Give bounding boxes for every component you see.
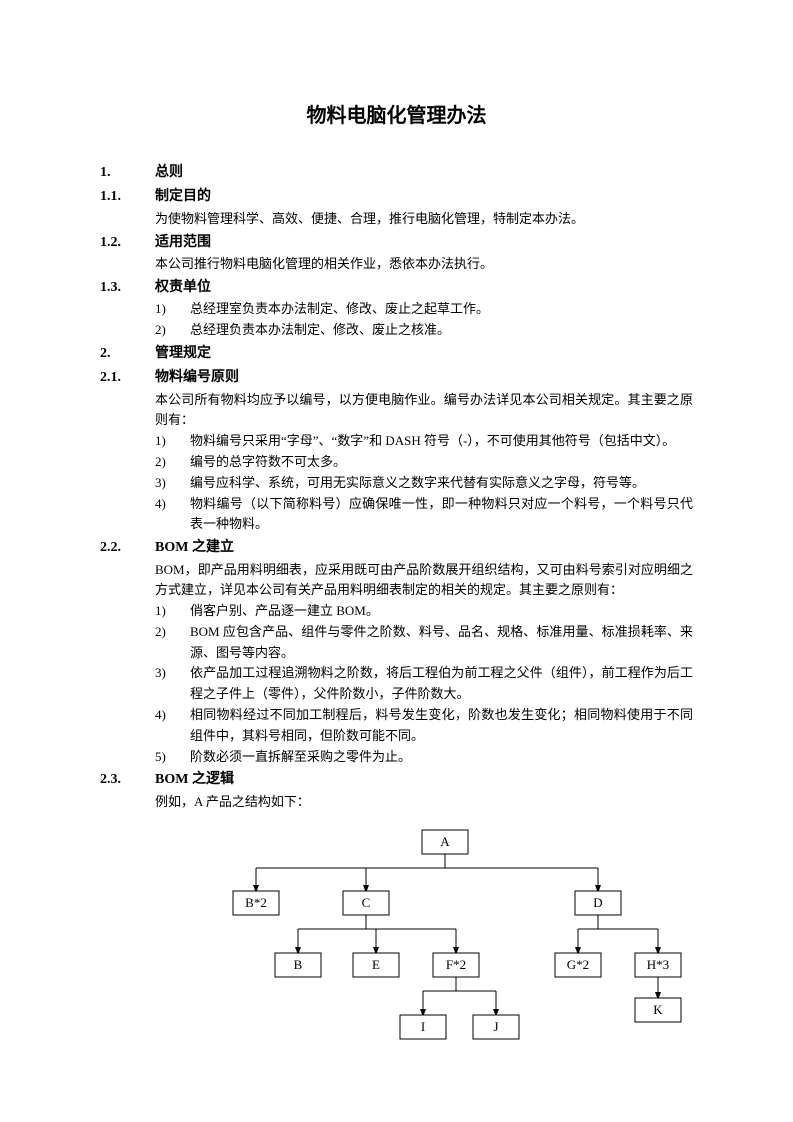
body-text: 为使物料管理科学、高效、便捷、合理，推行电脑化管理，特制定本办法。 bbox=[155, 209, 693, 230]
list-item-number: 1) bbox=[155, 431, 190, 452]
list-item-number: 1) bbox=[155, 601, 190, 622]
list-2-2: 1)俏客户别、产品逐一建立 BOM。2)BOM 应包含产品、组件与零件之阶数、料… bbox=[100, 601, 693, 767]
list-item-number: 2) bbox=[155, 622, 190, 664]
list-item-number: 4) bbox=[155, 705, 190, 747]
section-2-3: 2.3. BOM 之逻辑 bbox=[100, 769, 693, 791]
list-item: 2)BOM 应包含产品、组件与零件之阶数、料号、品名、规格、标准用量、标准损耗率… bbox=[155, 622, 693, 664]
list-item-text: 物料编号只采用“字母”、“数字”和 DASH 符号（-），不可使用其他符号（包括… bbox=[190, 431, 693, 452]
list-item: 1)总经理室负责本办法制定、修改、废止之起草工作。 bbox=[155, 299, 693, 320]
list-item: 4)相同物料经过不同加工制程后，料号发生变化，阶数也发生变化；相同物料使用于不同… bbox=[155, 705, 693, 747]
list-item-number: 3) bbox=[155, 473, 190, 494]
section-number: 2.3. bbox=[100, 769, 155, 791]
list-item-text: BOM 应包含产品、组件与零件之阶数、料号、品名、规格、标准用量、标准损耗率、来… bbox=[190, 622, 693, 664]
tree-node-label: C bbox=[362, 895, 371, 910]
list-item-text: 物料编号（以下简称料号）应确保唯一性，即一种物料只对应一个料号，一个料号只代表一… bbox=[190, 494, 693, 536]
body-text: 本公司所有物料均应予以编号，以方便电脑作业。编号办法详见本公司相关规定。其主要之… bbox=[155, 390, 693, 432]
section-number: 1.3. bbox=[100, 277, 155, 299]
section-1-1: 1.1. 制定目的 bbox=[100, 186, 693, 208]
tree-node-label: B bbox=[294, 957, 303, 972]
section-heading: BOM 之逻辑 bbox=[155, 769, 693, 791]
list-item: 4)物料编号（以下简称料号）应确保唯一性，即一种物料只对应一个料号，一个料号只代… bbox=[155, 494, 693, 536]
list-item-number: 3) bbox=[155, 663, 190, 705]
list-item: 3)编号应科学、系统，可用无实际意义之数字来代替有实际意义之字母，符号等。 bbox=[155, 473, 693, 494]
tree-node-label: J bbox=[493, 1019, 498, 1034]
section-number: 2. bbox=[100, 343, 155, 365]
list-item-number: 5) bbox=[155, 747, 190, 768]
tree-node-label: E bbox=[372, 957, 380, 972]
list-item-number: 1) bbox=[155, 299, 190, 320]
list-item: 1)俏客户别、产品逐一建立 BOM。 bbox=[155, 601, 693, 622]
list-item-number: 2) bbox=[155, 320, 190, 341]
list-item-number: 2) bbox=[155, 452, 190, 473]
body-text: 例如，A 产品之结构如下： bbox=[155, 792, 693, 813]
list-item-text: 编号的总字符数不可太多。 bbox=[190, 452, 693, 473]
list-2-1: 1)物料编号只采用“字母”、“数字”和 DASH 符号（-），不可使用其他符号（… bbox=[100, 431, 693, 535]
tree-node-label: K bbox=[653, 1002, 663, 1017]
list-item: 5)阶数必须一直拆解至采购之零件为止。 bbox=[155, 747, 693, 768]
tree-node-label: B*2 bbox=[245, 895, 267, 910]
list-item: 1)物料编号只采用“字母”、“数字”和 DASH 符号（-），不可使用其他符号（… bbox=[155, 431, 693, 452]
list-item-text: 总经理负责本办法制定、修改、废止之核准。 bbox=[190, 320, 693, 341]
section-2-2: 2.2. BOM 之建立 bbox=[100, 537, 693, 559]
tree-node-label: I bbox=[421, 1019, 425, 1034]
bom-tree-diagram: A B*2 C D B E F*2 G*2 H*3 I J K bbox=[155, 818, 693, 1053]
tree-node-label: H*3 bbox=[647, 957, 669, 972]
section-heading: 适用范围 bbox=[155, 232, 693, 254]
section-number: 2.2. bbox=[100, 537, 155, 559]
section-number: 2.1. bbox=[100, 367, 155, 389]
section-2-1: 2.1. 物料编号原则 bbox=[100, 367, 693, 389]
list-item-text: 俏客户别、产品逐一建立 BOM。 bbox=[190, 601, 693, 622]
list-item: 2)总经理负责本办法制定、修改、废止之核准。 bbox=[155, 320, 693, 341]
list-item-text: 阶数必须一直拆解至采购之零件为止。 bbox=[190, 747, 693, 768]
tree-node-label: D bbox=[593, 895, 602, 910]
section-1-2: 1.2. 适用范围 bbox=[100, 232, 693, 254]
body-text: 本公司推行物料电脑化管理的相关作业，悉依本办法执行。 bbox=[155, 254, 693, 275]
list-item-number: 4) bbox=[155, 494, 190, 536]
section-heading: 管理规定 bbox=[155, 343, 693, 365]
page-title: 物料电脑化管理办法 bbox=[100, 100, 693, 132]
list-item: 3)依产品加工过程追溯物料之阶数，将后工程伯为前工程之父件（组件），前工程作为后… bbox=[155, 663, 693, 705]
section-1-3: 1.3. 权责单位 bbox=[100, 277, 693, 299]
section-heading: 制定目的 bbox=[155, 186, 693, 208]
list-item-text: 相同物料经过不同加工制程后，料号发生变化，阶数也发生变化；相同物料使用于不同组件… bbox=[190, 705, 693, 747]
list-1-3: 1)总经理室负责本办法制定、修改、废止之起草工作。2)总经理负责本办法制定、修改… bbox=[100, 299, 693, 341]
list-item: 2)编号的总字符数不可太多。 bbox=[155, 452, 693, 473]
list-item-text: 依产品加工过程追溯物料之阶数，将后工程伯为前工程之父件（组件），前工程作为后工程… bbox=[190, 663, 693, 705]
tree-node-label: F*2 bbox=[446, 957, 466, 972]
section-number: 1.2. bbox=[100, 232, 155, 254]
section-heading: 权责单位 bbox=[155, 277, 693, 299]
section-number: 1. bbox=[100, 162, 155, 184]
list-item-text: 总经理室负责本办法制定、修改、废止之起草工作。 bbox=[190, 299, 693, 320]
section-heading: BOM 之建立 bbox=[155, 537, 693, 559]
tree-node-label: G*2 bbox=[567, 957, 589, 972]
tree-node-label: A bbox=[440, 834, 450, 849]
section-number: 1.1. bbox=[100, 186, 155, 208]
body-text: BOM，即产品用料明细表，应采用既可由产品阶数展开组织结构，又可由料号索引对应明… bbox=[155, 560, 693, 602]
section-heading: 物料编号原则 bbox=[155, 367, 693, 389]
section-heading: 总则 bbox=[155, 162, 693, 184]
section-1: 1. 总则 bbox=[100, 162, 693, 184]
section-2: 2. 管理规定 bbox=[100, 343, 693, 365]
list-item-text: 编号应科学、系统，可用无实际意义之数字来代替有实际意义之字母，符号等。 bbox=[190, 473, 693, 494]
